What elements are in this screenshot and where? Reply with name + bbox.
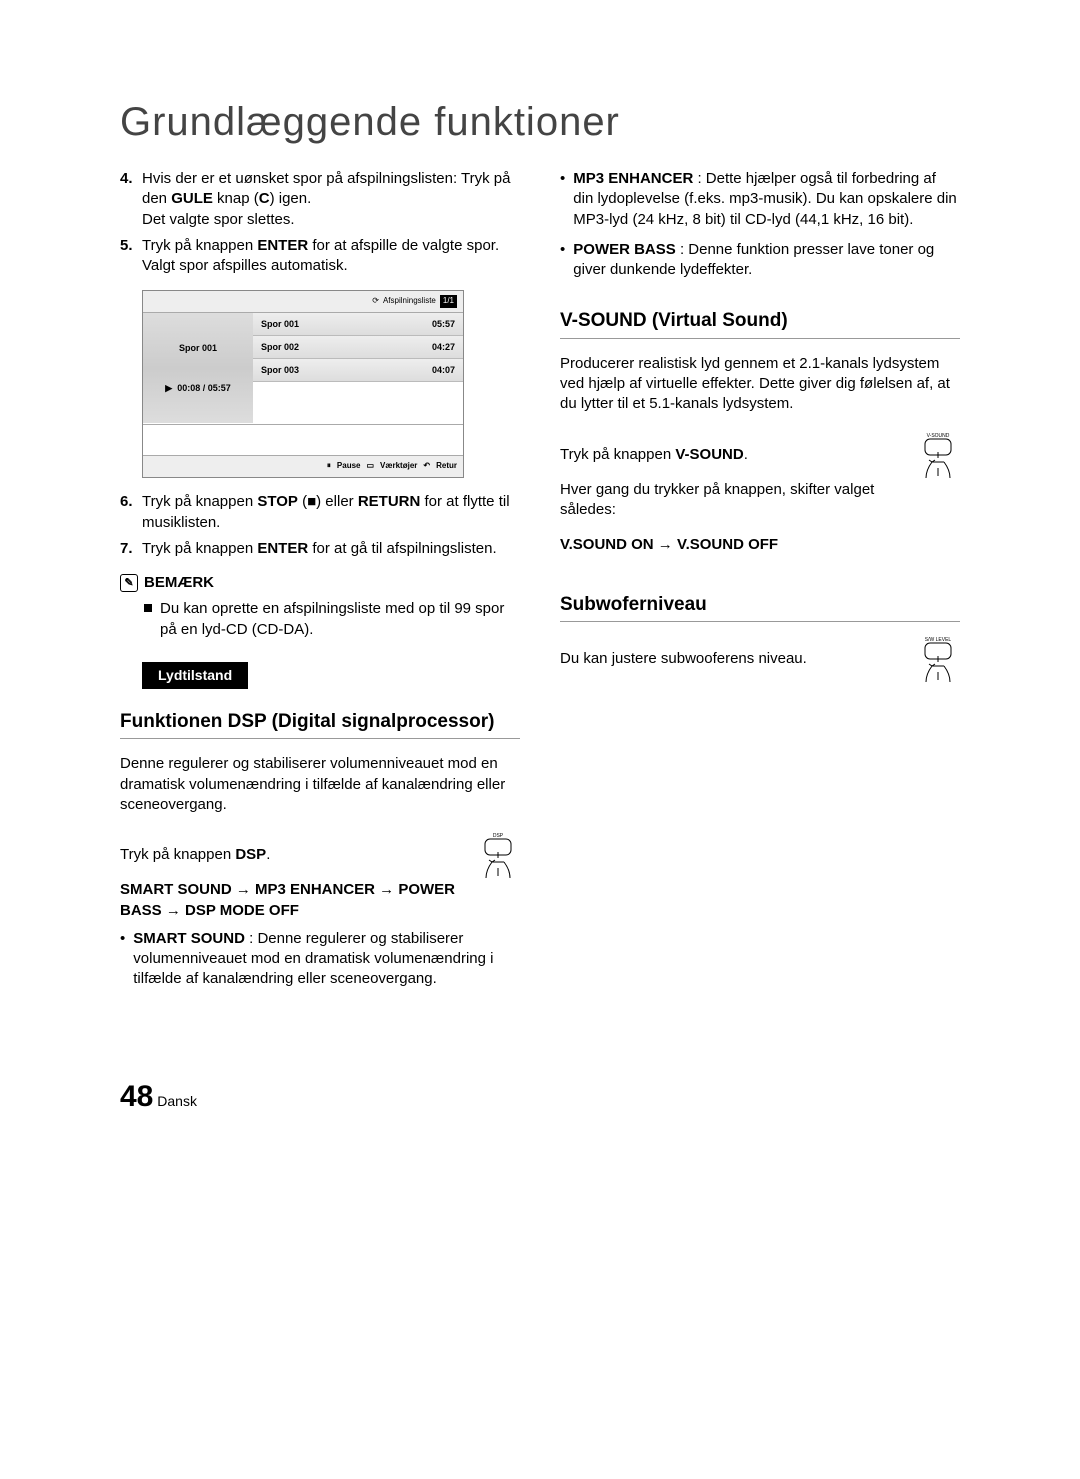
note-icon: ✎ [120,574,138,592]
ss-track-row: Spor 00304:07 [253,359,463,382]
step-text: Tryk på knappen ENTER for at gå til afsp… [142,539,520,559]
vsound-press: Tryk på knappen V-SOUND. [560,445,902,465]
step-number: 4. [120,169,142,230]
svg-text:S/W LEVEL: S/W LEVEL [925,637,952,643]
bullet-icon: • [560,169,565,230]
divider [560,621,960,622]
ss-now-playing: Spor 001 ▶ 00:08 / 05:57 [143,313,253,423]
step-number: 5. [120,236,142,277]
page-footer: 48 Dansk [120,1080,960,1114]
bullet-square-icon [144,604,152,612]
dsp-button-icon: DSP [476,830,520,884]
divider [120,738,520,739]
bullet-icon: • [120,929,125,990]
divider [560,338,960,339]
subwoofer-paragraph: Du kan justere subwooferens niveau. [560,649,902,669]
play-icon: ▶ [165,383,172,393]
pause-icon: ⏸ [327,461,331,472]
step-number: 7. [120,539,142,559]
svg-text:DSP: DSP [493,833,504,839]
svg-text:V-SOUND: V-SOUND [927,433,950,439]
refresh-icon: ⟳ [372,296,379,307]
dsp-sequence: SMART SOUND → MP3 ENHANCER → POWER BASS … [120,880,462,921]
section-bar: Lydtilstand [142,662,248,689]
bullet-text: POWER BASS : Denne funktion presser lave… [573,240,960,281]
page-number: 48 [120,1080,153,1113]
dsp-heading: Funktionen DSP (Digital signalprocessor) [120,709,520,735]
vsound-button-icon: V-SOUND [916,430,960,484]
note-heading: ✎ BEMÆRK [120,573,520,593]
tools-icon: ▭ [366,461,374,472]
subwoofer-heading: Subwoferniveau [560,592,960,618]
bullet-text: SMART SOUND : Denne regulerer og stabili… [133,929,520,990]
dsp-press: Tryk på knappen DSP. [120,845,462,865]
step-text: Tryk på knappen ENTER for at afspille de… [142,236,520,277]
ss-track-row: Spor 00105:57 [253,313,463,336]
page-title: Grundlæggende funktioner [120,100,960,145]
ss-track-row: Spor 00204:27 [253,336,463,359]
step-text: Hvis der er et uønsket spor på afspilnin… [142,169,520,230]
swlevel-button-icon: S/W LEVEL [916,634,960,688]
vsound-paragraph: Producerer realistisk lyd gennem et 2.1-… [560,354,960,415]
ss-header-label: Afspilningsliste [383,296,436,307]
right-column: • MP3 ENHANCER : Dette hjælper også til … [560,169,960,1000]
dsp-paragraph: Denne regulerer og stabiliserer volumenn… [120,754,520,815]
vsound-sequence: V.SOUND ON → V.SOUND OFF [560,535,902,555]
vsound-heading: V-SOUND (Virtual Sound) [560,308,960,334]
playlist-screenshot: ⟳ Afspilningsliste 1/1 Spor 001 ▶ 00:08 … [142,290,464,478]
vsound-paragraph-2: Hver gang du trykker på knappen, skifter… [560,480,902,521]
note-item: Du kan oprette en afspilningsliste med o… [144,599,520,640]
step-text: Tryk på knappen STOP (■) eller RETURN fo… [142,492,520,533]
step-number: 6. [120,492,142,533]
ss-page: 1/1 [440,295,457,308]
bullet-icon: • [560,240,565,281]
left-column: 4. Hvis der er et uønsket spor på afspil… [120,169,520,1000]
return-icon: ↶ [423,461,430,472]
bullet-text: MP3 ENHANCER : Dette hjælper også til fo… [573,169,960,230]
page-language: Dansk [157,1093,197,1109]
